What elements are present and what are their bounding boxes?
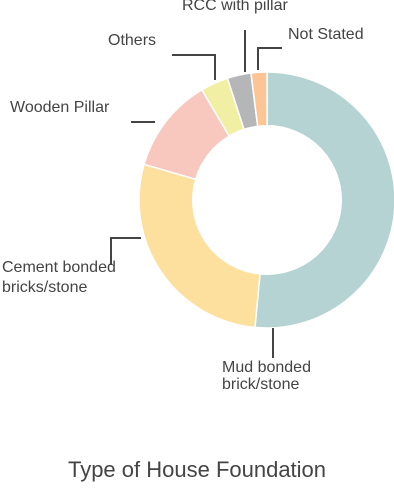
slice-label: Wooden Pillar [10, 99, 110, 116]
slice-cement-bonded-bricks-stone [138, 163, 261, 329]
leader-line [257, 47, 282, 70]
chart-title: Type of House Foundation [67, 457, 327, 482]
slice-label: Others [108, 32, 157, 49]
slice-mud-bonded-brick-stone [254, 71, 394, 329]
leader-lines [110, 30, 282, 358]
slice-label: RCC with pillar [182, 0, 288, 14]
slice-label: brick/stone [222, 376, 300, 393]
slice-label: bricks/stone [2, 279, 88, 296]
leader-line [172, 54, 216, 80]
slice-label: Cement bonded [2, 259, 116, 276]
slice-label: Not Stated [288, 26, 364, 43]
slice-label: Mud bonded [222, 359, 311, 376]
slice-not-stated [250, 71, 268, 128]
leader-line [110, 237, 141, 265]
donut-slices [138, 71, 394, 329]
